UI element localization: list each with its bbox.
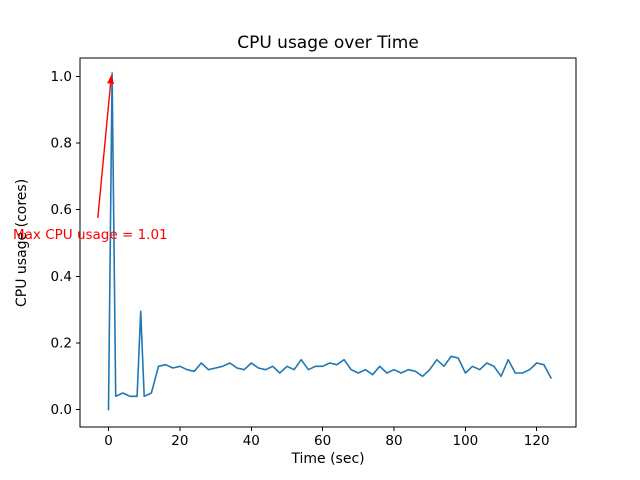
- chart-title: CPU usage over Time: [237, 33, 419, 53]
- y-tick-label: 0.8: [51, 136, 72, 152]
- y-tick-label: 0.4: [51, 269, 72, 285]
- max-annotation-text: Max CPU usage = 1.01: [13, 227, 168, 243]
- x-tick-label: 20: [171, 433, 188, 449]
- y-tick-label: 0.6: [51, 202, 72, 218]
- x-tick-label: 120: [524, 433, 550, 449]
- x-tick-label: 100: [453, 433, 479, 449]
- annotation-arrowhead: [107, 74, 114, 84]
- y-tick-label: 0.0: [51, 402, 72, 418]
- x-tick-label: 60: [314, 433, 331, 449]
- y-tick-label: 1.0: [51, 69, 72, 85]
- axes-border: [79, 57, 577, 428]
- x-tick-label: 40: [243, 433, 260, 449]
- x-tick-label: 80: [385, 433, 402, 449]
- annotation-arrow-line: [97, 83, 112, 219]
- y-tick-label: 0.2: [51, 336, 72, 352]
- cpu-usage-series-line: [107, 72, 552, 411]
- x-tick-label: 0: [104, 433, 113, 449]
- x-axis-label: Time (sec): [291, 451, 365, 467]
